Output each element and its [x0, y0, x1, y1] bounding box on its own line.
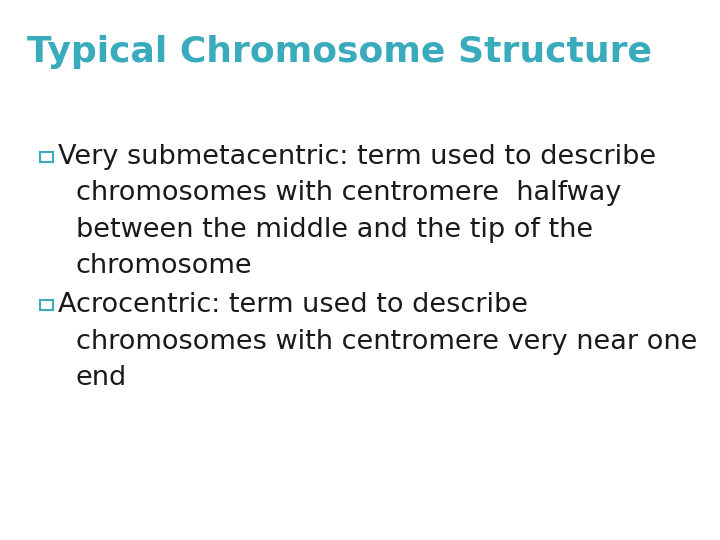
Text: between the middle and the tip of the: between the middle and the tip of the — [76, 217, 593, 243]
Text: Typical Chromosome Structure: Typical Chromosome Structure — [27, 35, 652, 69]
Text: Acrocentric: term used to describe: Acrocentric: term used to describe — [58, 292, 528, 318]
Text: chromosomes with centromere  halfway: chromosomes with centromere halfway — [76, 180, 621, 206]
Text: end: end — [76, 365, 127, 392]
Text: chromosomes with centromere very near one: chromosomes with centromere very near on… — [76, 329, 697, 355]
Text: Very submetacentric: term used to describe: Very submetacentric: term used to descri… — [58, 144, 657, 170]
Text: chromosome: chromosome — [76, 253, 252, 280]
